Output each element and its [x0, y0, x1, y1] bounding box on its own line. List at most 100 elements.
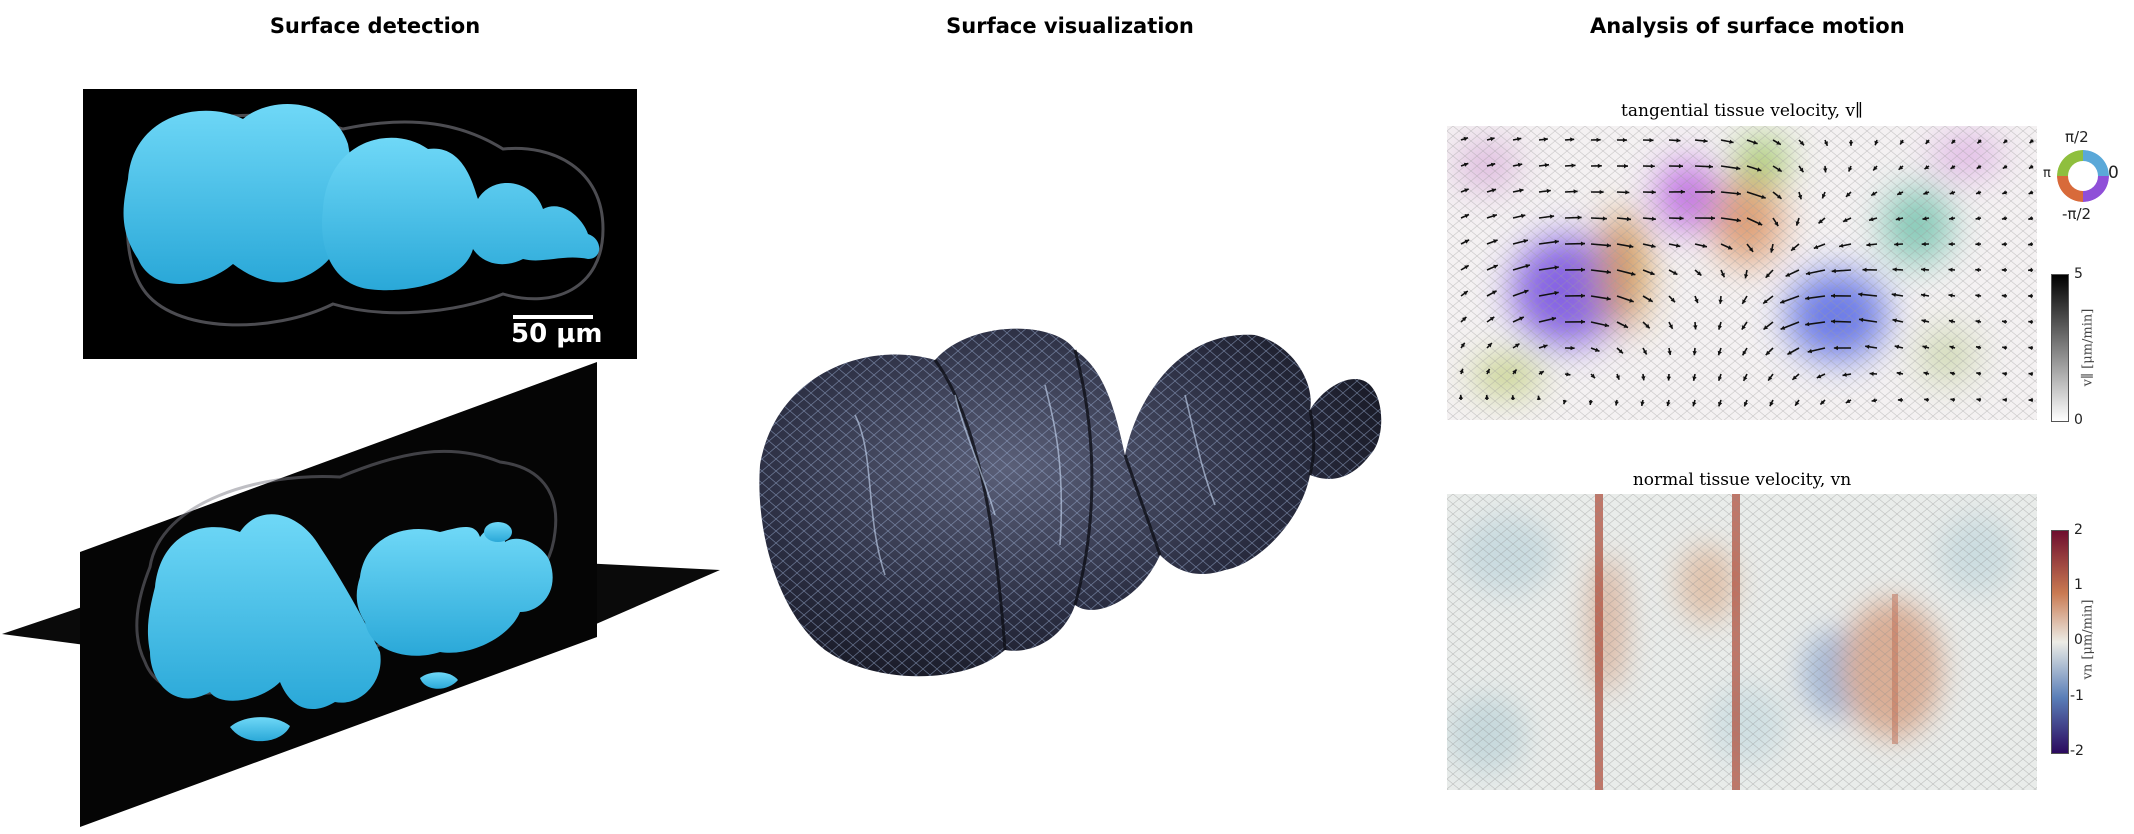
velocity-arrowhead [1821, 193, 1826, 199]
velocity-arrowhead [1839, 243, 1844, 248]
velocity-arrowhead [1976, 345, 1981, 350]
velocity-arrowhead [1977, 139, 1982, 144]
velocity-arrowhead [1490, 162, 1496, 167]
velocity-arrowhead [1599, 189, 1604, 195]
velocity-arrowhead [1679, 216, 1684, 221]
velocity-arrowhead [1774, 221, 1779, 227]
velocity-arrowhead [1717, 325, 1722, 330]
velocity-arrowhead [1736, 191, 1741, 196]
velocity-arrowhead [1763, 299, 1768, 304]
velocity-arrowhead [1949, 345, 1954, 350]
velocity-arrowhead [1463, 162, 1469, 167]
velocity-arrowhead [1581, 293, 1585, 298]
colorwheel-tick-bottom: -π/2 [2062, 205, 2092, 223]
velocity-arrowhead [1640, 401, 1645, 406]
velocity-arrowhead [1463, 291, 1468, 296]
velocity-arrowhead [2001, 241, 2006, 247]
velocity-arrowhead [1727, 245, 1733, 250]
velocity-arrowhead [1517, 162, 1523, 168]
scale-bar-label: 50 µm [511, 319, 603, 349]
velocity-arrowhead [1805, 296, 1810, 301]
velocity-arrowhead [1566, 372, 1571, 377]
velocity-arrowhead [1831, 268, 1836, 274]
velocity-arrowhead [2002, 371, 2007, 377]
velocity-arrowhead [1510, 395, 1516, 400]
velocity-arrowhead [1897, 191, 1902, 195]
velocity-arrowhead [2028, 371, 2033, 377]
tangential-colorbar-label: v∥ [μm/min] [2080, 308, 2096, 387]
velocity-arrowhead [1765, 273, 1771, 278]
velocity-arrowhead [1975, 216, 1980, 221]
velocity-arrowhead [1464, 265, 1469, 270]
velocity-arrowhead [1554, 290, 1559, 296]
velocity-arrowhead [1562, 399, 1567, 405]
velocity-arrowhead [1491, 188, 1496, 193]
velocity-arrowhead [1460, 342, 1465, 348]
velocity-arrowhead [1623, 323, 1628, 328]
velocity-arrowhead [1546, 188, 1551, 194]
velocity-arrowhead [1795, 401, 1800, 406]
velocity-arrowhead [1805, 322, 1810, 327]
velocity-arrowhead [1581, 319, 1585, 324]
velocity-arrowhead [1900, 140, 1905, 145]
velocity-arrowhead [1922, 216, 1927, 221]
velocity-arrowhead [1975, 241, 1980, 247]
velocity-arrowhead [2001, 293, 2006, 299]
velocity-arrowhead [1859, 317, 1864, 323]
velocity-arrowhead [2029, 138, 2034, 144]
velocity-arrowhead [1816, 374, 1822, 379]
velocity-arrowhead [1489, 316, 1495, 321]
scale-bar [513, 315, 593, 319]
normal-colorbar [2051, 530, 2069, 754]
velocity-arrowhead [1680, 189, 1685, 194]
velocity-arrowhead [1874, 140, 1879, 146]
tangential-colorbar-tick-min: 0 [2074, 412, 2083, 428]
normal-velocity-map [1447, 494, 2037, 790]
velocity-arrowhead [1807, 348, 1813, 354]
velocity-arrowhead [1525, 264, 1530, 269]
velocity-arrowhead [1651, 190, 1656, 195]
tangential-colorbar-tick-max: 5 [2074, 266, 2083, 282]
velocity-arrowhead [1629, 244, 1634, 249]
velocity-arrowhead [1743, 376, 1748, 381]
velocity-arrowhead [1519, 316, 1524, 321]
velocity-arrowhead [1823, 141, 1828, 146]
velocity-arrowhead [1923, 371, 1928, 376]
velocity-arrowhead [1539, 371, 1544, 376]
velocity-arrowhead [1865, 344, 1870, 349]
velocity-arrowhead [1594, 347, 1600, 352]
velocity-arrowhead [1642, 349, 1647, 355]
velocity-arrowhead [1464, 214, 1469, 219]
velocity-arrowhead [1651, 216, 1656, 221]
velocity-arrowhead [1622, 137, 1627, 143]
velocity-arrowhead [1869, 217, 1874, 222]
velocity-arrowhead [1702, 243, 1707, 248]
velocity-arrowhead [1551, 316, 1556, 322]
velocity-arrowhead [1667, 350, 1672, 355]
velocity-arrowhead [1792, 375, 1797, 380]
velocity-arrowhead [1950, 371, 1955, 376]
tangential-colorbar [2051, 274, 2069, 422]
velocity-arrowhead [1768, 376, 1773, 381]
velocity-arrowhead [1757, 221, 1763, 226]
velocity-arrowhead [1831, 293, 1835, 298]
velocity-arrowhead [1951, 139, 1956, 144]
tissue-outline [125, 113, 605, 327]
velocity-arrowhead [1718, 299, 1723, 304]
velocity-arrowhead [1818, 219, 1823, 224]
velocity-arrowhead [1799, 140, 1804, 146]
colorwheel-tick-right: 0 [2108, 163, 2119, 183]
velocity-arrowhead [1892, 267, 1897, 272]
velocity-arrowhead [1820, 400, 1825, 405]
velocity-arrowhead [1799, 167, 1804, 173]
velocity-arrowhead [1543, 137, 1548, 142]
velocity-arrowhead [1924, 165, 1929, 170]
velocity-arrowhead [1618, 349, 1623, 354]
velocity-arrowhead [1869, 371, 1874, 376]
velocity-arrowhead [1516, 137, 1522, 142]
velocity-arrowhead [1895, 216, 1901, 221]
velocity-arrowhead [1848, 141, 1854, 146]
velocity-arrowhead [1892, 318, 1897, 323]
normal-colorbar-tick-neg1: -1 [2070, 688, 2084, 704]
velocity-arrowhead [1736, 166, 1741, 171]
